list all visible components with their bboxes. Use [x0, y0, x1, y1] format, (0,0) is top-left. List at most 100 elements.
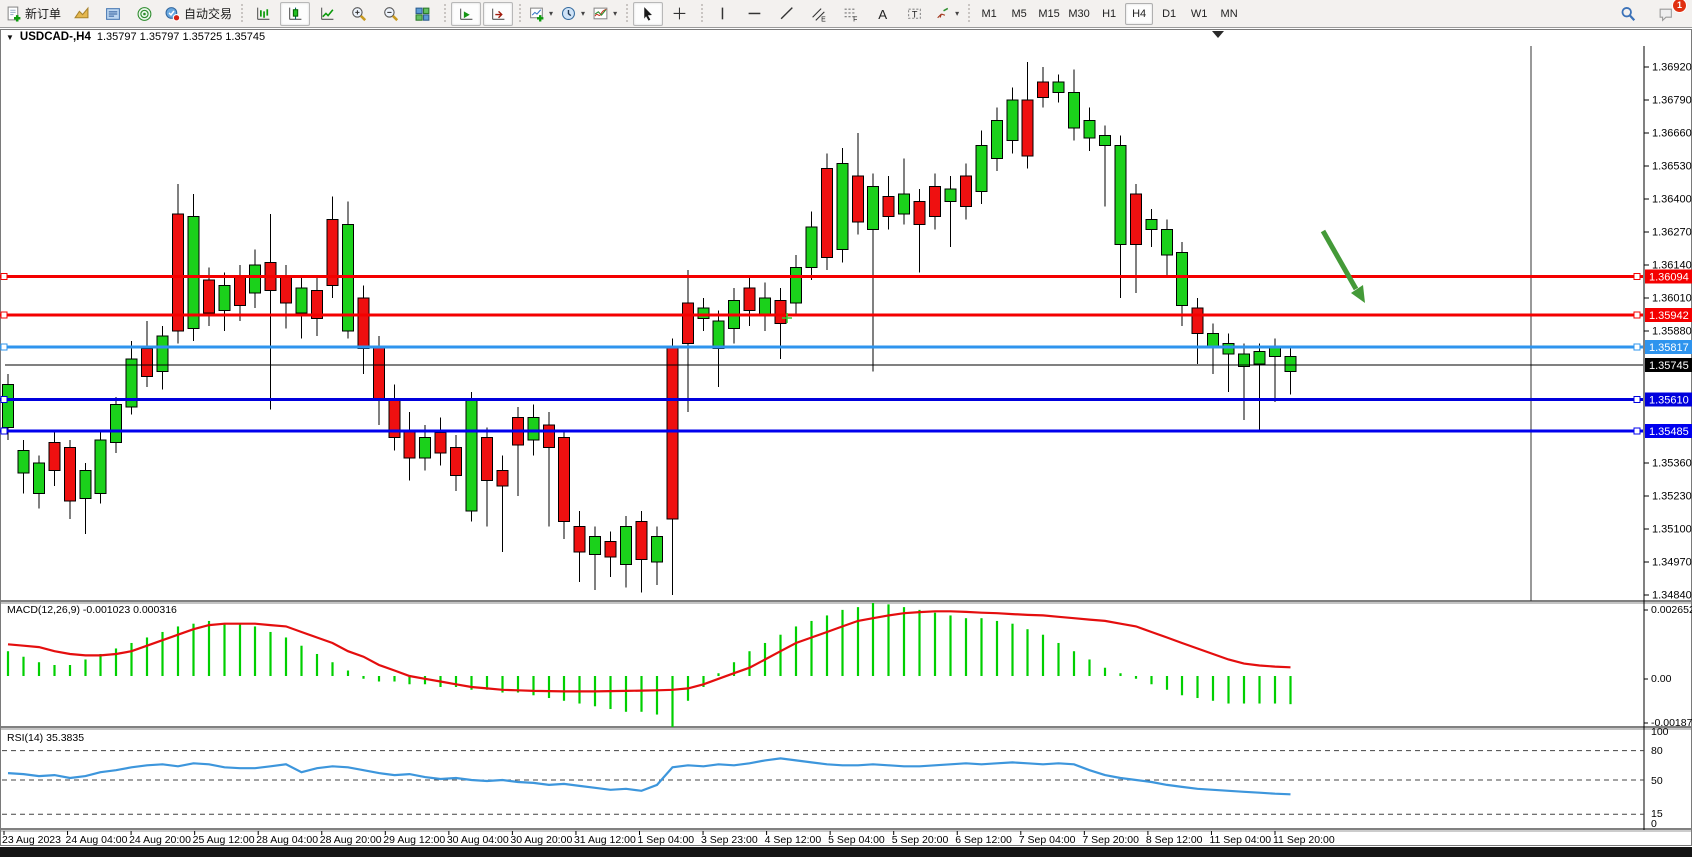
new-order-button[interactable]: 新订单 — [3, 2, 64, 26]
candle — [1161, 229, 1173, 256]
crosshair-button[interactable] — [665, 2, 695, 26]
price-tick-label: 1.36530 — [1652, 161, 1692, 173]
chart-shift-button[interactable] — [483, 1, 514, 26]
candle — [604, 541, 617, 558]
chart-menu-icon[interactable]: ▼ — [6, 32, 14, 42]
candle — [867, 186, 879, 230]
autoscroll-button[interactable] — [451, 1, 482, 26]
candle — [465, 399, 478, 512]
fibonacci-button[interactable]: F — [836, 2, 866, 26]
trendline-button[interactable] — [772, 2, 802, 26]
timeframe-h4-button[interactable]: H4 — [1125, 2, 1154, 25]
candle — [836, 163, 849, 250]
autotrade-label: 自动交易 — [184, 7, 233, 21]
timeframe-w1-button[interactable]: W1 — [1190, 7, 1208, 20]
market-watch-button[interactable] — [98, 2, 128, 26]
candle — [1130, 193, 1142, 245]
line-anchor-handle[interactable] — [1633, 427, 1641, 435]
horizontal-line-button[interactable] — [740, 2, 770, 26]
arrows-button[interactable]: ▾ — [932, 2, 962, 26]
channel-button[interactable]: E — [804, 2, 834, 26]
zoom-out-icon — [384, 6, 399, 21]
cursor-button[interactable] — [633, 1, 664, 26]
date-label: 23 Aug 2023 — [2, 834, 61, 846]
zoom-in-button[interactable] — [344, 2, 374, 26]
candle — [1083, 120, 1096, 139]
trend-arrow-annotation[interactable] — [1320, 229, 1359, 291]
candle — [929, 186, 941, 217]
indicators-icon — [593, 7, 608, 19]
timeframe-m30-button[interactable]: M30 — [1068, 7, 1090, 20]
line-anchor-handle[interactable] — [0, 427, 8, 435]
new-chart-button[interactable]: ▾ — [526, 2, 556, 26]
date-label: 6 Sep 12:00 — [955, 834, 1012, 846]
bars-chart-icon — [257, 7, 270, 20]
period-button[interactable]: ▾ — [558, 2, 588, 26]
candle — [1145, 219, 1158, 230]
candles-chart-button[interactable] — [280, 1, 311, 26]
dropdown-caret-icon[interactable]: ▾ — [581, 9, 586, 18]
timeframe-m5-button[interactable]: M5 — [1011, 7, 1027, 20]
candle — [125, 358, 138, 408]
rsi-line — [7, 757, 1291, 796]
timeframe-h1-button[interactable]: H1 — [1102, 7, 1117, 20]
arrows-icon — [937, 7, 949, 18]
line-anchor-handle[interactable] — [1633, 311, 1641, 319]
candle — [1253, 351, 1266, 365]
price-tick-label: 1.36400 — [1652, 194, 1692, 206]
date-label: 30 Aug 20:00 — [510, 834, 572, 846]
line-anchor-handle[interactable] — [1633, 396, 1641, 403]
candle — [759, 297, 771, 316]
date-label: 25 Aug 12:00 — [193, 834, 255, 846]
line-anchor-handle[interactable] — [0, 396, 8, 403]
chart-title: ▼ USDCAD-,H4 1.35797 1.35797 1.35725 1.3… — [6, 31, 265, 43]
candle — [743, 287, 756, 311]
line-chart-button[interactable] — [312, 2, 342, 26]
autotrade-button[interactable]: 自动交易 — [162, 2, 235, 26]
tile-windows-button[interactable] — [408, 2, 438, 26]
line-anchor-handle[interactable] — [1633, 273, 1641, 280]
date-label: 4 Sep 12:00 — [765, 834, 822, 846]
dropdown-caret-icon[interactable]: ▾ — [955, 9, 960, 18]
profile-button[interactable] — [66, 2, 96, 26]
text-button[interactable]: A — [868, 2, 898, 26]
timeframe-d1-button[interactable]: D1 — [1162, 7, 1177, 20]
price-line-tag-label: 1.35942 — [1649, 310, 1689, 322]
candle — [944, 188, 957, 202]
line-anchor-handle[interactable] — [0, 273, 8, 280]
candle — [543, 424, 555, 448]
dropdown-caret-icon[interactable]: ▾ — [549, 9, 554, 18]
timeframe-mn-button[interactable]: MN — [1220, 7, 1238, 20]
indicators-button[interactable]: ▾ — [590, 2, 620, 26]
candle — [1006, 99, 1019, 141]
search-button[interactable] — [1613, 2, 1643, 26]
bottom-strip — [0, 847, 1692, 857]
toolbar-right-group: 1 — [1612, 0, 1690, 26]
price-tick-label: 1.36660 — [1652, 128, 1692, 140]
notifications-button[interactable]: 1 — [1651, 0, 1687, 26]
sonar-button[interactable] — [130, 2, 160, 26]
line-chart-icon — [321, 7, 334, 20]
date-label: 28 Aug 04:00 — [256, 834, 318, 846]
date-label: 3 Sep 23:00 — [701, 834, 758, 846]
line-anchor-handle[interactable] — [1633, 343, 1641, 351]
candle — [1099, 135, 1111, 146]
line-anchor-handle[interactable] — [0, 343, 8, 351]
dropdown-caret-icon[interactable]: ▾ — [613, 9, 618, 18]
candle — [1068, 92, 1080, 129]
candle — [434, 432, 447, 454]
zoom-out-button[interactable] — [376, 2, 406, 26]
chart-shift-icon[interactable] — [1212, 31, 1224, 38]
timeframe-m1-button[interactable]: M1 — [981, 7, 997, 20]
trendline-icon — [780, 6, 793, 19]
line-anchor-handle[interactable] — [0, 311, 8, 319]
rsi-axis-label: 100 — [1651, 726, 1669, 738]
candle — [79, 470, 92, 499]
bars-chart-button[interactable] — [248, 2, 278, 26]
vertical-line-button[interactable] — [708, 2, 738, 26]
candle — [295, 287, 308, 314]
timeframe-m15-button[interactable]: M15 — [1038, 7, 1060, 20]
text-label-button[interactable]: T — [900, 2, 930, 26]
price-line-tag — [1645, 340, 1692, 354]
